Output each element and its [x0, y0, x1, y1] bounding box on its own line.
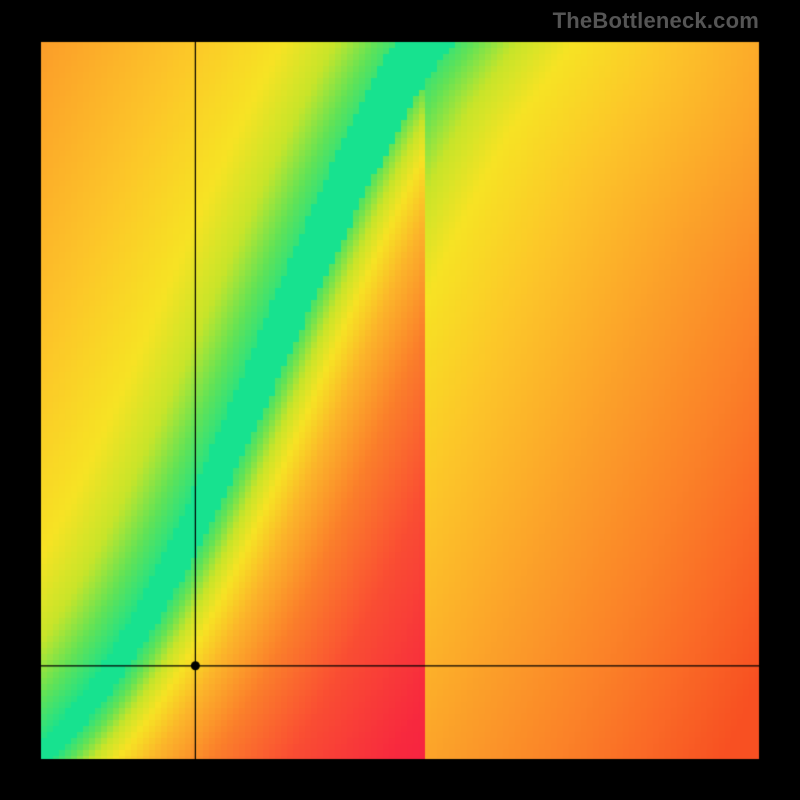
bottleneck-heatmap	[0, 0, 800, 800]
watermark-text: TheBottleneck.com	[553, 8, 759, 34]
